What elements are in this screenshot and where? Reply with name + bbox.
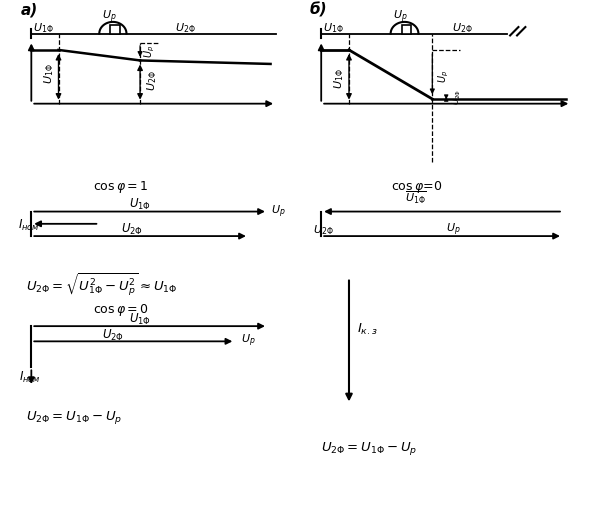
Text: $I_{ном}$: $I_{ном}$ (18, 217, 40, 233)
Text: $U_p$: $U_p$ (241, 333, 255, 349)
Text: $U_{2\Phi}=U_{1\Phi}-U_p$: $U_{2\Phi}=U_{1\Phi}-U_p$ (322, 440, 417, 457)
Text: $\overline{U_{1\Phi}}$: $\overline{U_{1\Phi}}$ (404, 190, 426, 206)
Text: $\cos\varphi\!=\!0$: $\cos\varphi\!=\!0$ (391, 179, 443, 195)
Text: $U_{1\Phi}$: $U_{1\Phi}$ (332, 68, 346, 89)
Bar (402, 25, 411, 34)
Text: $U_{2\Phi}$: $U_{2\Phi}$ (452, 21, 472, 35)
Text: $U_p$: $U_p$ (143, 45, 157, 58)
Text: $U_p$: $U_p$ (271, 203, 285, 220)
Text: $U_p$: $U_p$ (437, 69, 451, 83)
Text: $I_{ном}$: $I_{ном}$ (19, 369, 41, 385)
Text: а): а) (21, 3, 38, 18)
Bar (110, 25, 119, 34)
Text: $U_{1\Phi}$: $U_{1\Phi}$ (129, 312, 151, 327)
Text: $U_{2\Phi}=U_{1\Phi}-U_p$: $U_{2\Phi}=U_{1\Phi}-U_p$ (26, 409, 122, 426)
Text: $U_{2\Phi}=\sqrt{U_{1\Phi}^2-U_p^2}\approx U_{1\Phi}$: $U_{2\Phi}=\sqrt{U_{1\Phi}^2-U_p^2}\appr… (26, 271, 177, 298)
Text: $U_p$: $U_p$ (102, 9, 116, 26)
Text: $U_{2\Phi}$: $U_{2\Phi}$ (313, 223, 333, 237)
Text: $U_p$: $U_p$ (446, 222, 461, 238)
Text: $I_{к.з}$: $I_{к.з}$ (358, 322, 378, 337)
Text: $U_p$: $U_p$ (394, 9, 408, 26)
Text: $U_{1\Phi}$: $U_{1\Phi}$ (129, 197, 151, 212)
Text: $U_{2\Phi}$: $U_{2\Phi}$ (450, 89, 463, 105)
Text: $U_{2\Phi}$: $U_{2\Phi}$ (121, 221, 143, 237)
Text: $U_{2\Phi}$: $U_{2\Phi}$ (102, 328, 124, 343)
Text: $\cos\varphi=1$: $\cos\varphi=1$ (93, 179, 149, 195)
Text: $U_{2\Phi}$: $U_{2\Phi}$ (176, 21, 196, 35)
Text: $U_{1\Phi}$: $U_{1\Phi}$ (33, 21, 53, 35)
Text: б): б) (310, 3, 328, 18)
Text: $U_{1\Phi}$: $U_{1\Phi}$ (42, 63, 56, 84)
Text: $U_{2\Phi}$: $U_{2\Phi}$ (145, 71, 160, 91)
Text: $\cos\varphi=0$: $\cos\varphi=0$ (93, 302, 149, 318)
Text: $U_{1\Phi}$: $U_{1\Phi}$ (323, 21, 343, 35)
